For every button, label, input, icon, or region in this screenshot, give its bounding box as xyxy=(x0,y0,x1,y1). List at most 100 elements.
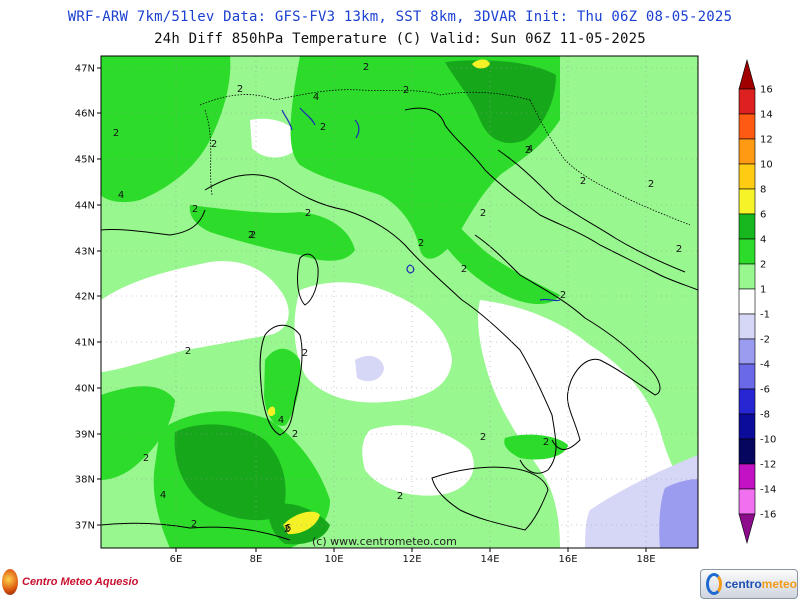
map-frame xyxy=(100,55,699,549)
colorbar-label: 2 xyxy=(760,260,766,271)
contour-label: 2 xyxy=(480,432,486,443)
contour-label: 2 xyxy=(211,139,217,150)
colorbar-label: 10 xyxy=(760,160,773,171)
contour-label: 2 xyxy=(248,230,254,241)
contour-label: 2 xyxy=(185,346,191,357)
coast-africa xyxy=(101,522,291,541)
field-negative-southeast-deep xyxy=(659,479,698,548)
contour-label: 2 xyxy=(580,176,586,187)
colorbar-swatch xyxy=(738,338,756,365)
contour-label: 2 xyxy=(418,238,424,249)
contour-label: 2 xyxy=(284,524,290,535)
lat-label: 43N xyxy=(75,247,95,258)
logo-centrometeo[interactable]: centrometeo xyxy=(700,569,798,599)
colorbar-swatch xyxy=(738,463,756,490)
contour-label: 2 xyxy=(560,290,566,301)
colorbar-swatch xyxy=(738,388,756,415)
colorbar-label: 6 xyxy=(760,210,766,221)
field-neutral-north xyxy=(250,118,300,158)
contour-label: 4 xyxy=(313,92,319,103)
lat-label: 37N xyxy=(75,521,95,532)
coast-balkans xyxy=(497,149,686,273)
colorbar-label: -2 xyxy=(760,335,770,346)
colorbar-label: 14 xyxy=(760,110,773,121)
header-line-2: 24h Diff 850hPa Temperature (C) Valid: S… xyxy=(154,31,646,47)
colorbar-label: 12 xyxy=(760,135,773,146)
contour-label: 2 xyxy=(461,264,467,275)
globe-icon xyxy=(2,569,18,595)
field-green-adriatic xyxy=(430,200,560,305)
contour-label: 2 xyxy=(320,122,326,133)
field-green-ligurian xyxy=(189,205,355,261)
colorbar-label: -16 xyxy=(760,510,776,521)
colorbar-label: -4 xyxy=(760,360,770,371)
contour-label: 2 xyxy=(403,85,409,96)
colorbar-swatch xyxy=(738,188,756,215)
contour-label: 2 xyxy=(676,244,682,255)
lat-label: 46N xyxy=(75,109,95,120)
credit-text: (c) www.centrometeo.com xyxy=(312,535,457,548)
colorbar-label: -8 xyxy=(760,410,770,421)
colorbar-label: -1 xyxy=(760,310,770,321)
lon-label: 12E xyxy=(402,554,421,565)
lat-label: 41N xyxy=(75,338,95,349)
logo-right-text: centrometeo xyxy=(724,577,797,591)
colorbar-swatch xyxy=(738,163,756,190)
contour-label: 2 xyxy=(192,204,198,215)
lat-label: 42N xyxy=(75,292,95,303)
lon-label: 6E xyxy=(170,554,183,565)
colorbar-swatch xyxy=(738,438,756,465)
field-darkgreen-alps xyxy=(445,60,556,144)
coast-france xyxy=(101,209,206,236)
field-warm-spot-sardinia xyxy=(267,406,276,417)
graticule xyxy=(101,56,698,548)
logo-left-text: Centro Meteo Aquesio xyxy=(22,576,139,588)
colorbar-swatch xyxy=(738,88,756,115)
contour-label: 2 xyxy=(363,62,369,73)
colorbar-label: -14 xyxy=(760,485,776,496)
field-neutral-west xyxy=(101,261,289,372)
lake-maggiore xyxy=(281,109,293,131)
colorbar-label: -6 xyxy=(760,385,770,396)
field-neutral-south xyxy=(362,425,474,496)
colorbar-swatch xyxy=(738,238,756,265)
coast-corsica xyxy=(297,253,319,306)
lat-label: 40N xyxy=(75,384,95,395)
lakes xyxy=(281,107,561,302)
colorbar-label: 16 xyxy=(760,85,773,96)
lon-label: 10E xyxy=(324,554,343,565)
borders xyxy=(199,89,691,226)
contour-label: 6 xyxy=(285,523,291,534)
contour-label: 2 xyxy=(237,84,243,95)
coast-sicily xyxy=(431,466,549,531)
lat-label: 39N xyxy=(75,430,95,441)
contour-label: 4 xyxy=(278,415,284,426)
contour-label: 2 xyxy=(292,429,298,440)
contour-label: 2 xyxy=(525,145,531,156)
colorbar-label: 4 xyxy=(760,235,766,246)
logo-centro-meteo-aquesio[interactable]: Centro Meteo Aquesio xyxy=(2,568,138,596)
lat-label: 38N xyxy=(75,475,95,486)
colorbar-swatch xyxy=(738,113,756,140)
border-france-italy xyxy=(204,109,213,196)
contour-label: 2 xyxy=(397,491,403,502)
header-line-1: WRF-ARW 7km/51lev Data: GFS-FV3 13km, SS… xyxy=(67,9,733,25)
lon-label: 18E xyxy=(636,554,655,565)
field-green-west-sea xyxy=(101,386,175,480)
field-warm-spot-south xyxy=(283,511,320,535)
field-warm-spot-north xyxy=(472,59,490,69)
colorbar-label: -12 xyxy=(760,460,776,471)
contour-label: 2 xyxy=(113,128,119,139)
field-negative-sea xyxy=(355,355,384,382)
colorbar: 16 14 12 10 8 6 4 2 1 -1 -2 -4 -6 -8 -10 -12 -14 -16 xyxy=(738,58,776,545)
longitude-axis: 6E 8E 10E 12E 14E 16E 18E xyxy=(170,548,656,565)
colorbar-swatch xyxy=(738,288,756,315)
colorbar-swatch xyxy=(738,213,756,240)
field-neutral-tyrrhenian xyxy=(294,282,452,403)
contour-label: 2 xyxy=(191,519,197,530)
field-neutral-strip xyxy=(120,298,163,317)
colorbar-swatch xyxy=(738,413,756,440)
contour-label: 2 xyxy=(480,208,486,219)
contour-label: 2 xyxy=(543,437,549,448)
